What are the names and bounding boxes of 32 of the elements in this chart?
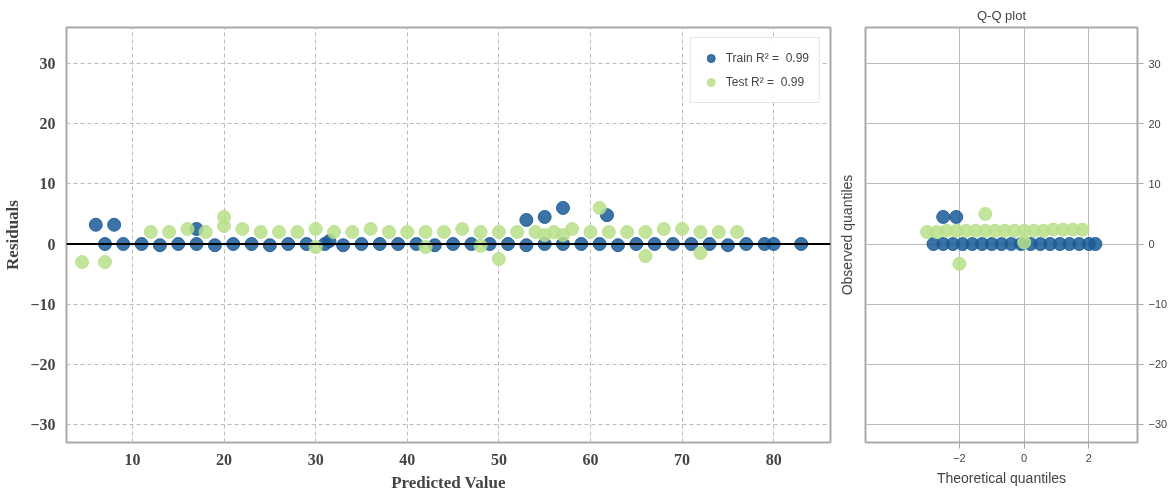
- y-tick-label: 30: [1148, 57, 1161, 70]
- legend-label: Test R² = 0.99: [725, 75, 805, 89]
- y-tick-label: 20: [39, 115, 56, 133]
- y-tick-label: 10: [39, 175, 56, 193]
- y-tick-label: −20: [1148, 358, 1168, 371]
- y-tick-label: −10: [30, 295, 56, 313]
- x-tick-label: 40: [399, 450, 416, 468]
- x-tick-label: 50: [490, 450, 507, 468]
- x-tick-label: 30: [307, 450, 324, 468]
- x-tick-label: 0: [1021, 451, 1028, 464]
- y-tick-label: 30: [39, 55, 56, 73]
- y-axis-title: Observed quantiles: [838, 174, 855, 296]
- x-tick-label: −2: [953, 451, 966, 464]
- y-tick-label: −20: [30, 355, 56, 373]
- x-tick-label: 2: [1085, 451, 1092, 464]
- y-tick-label: 0: [1148, 238, 1155, 251]
- x-axis-title: Theoretical quantiles: [936, 469, 1067, 486]
- y-tick-label: 20: [1148, 117, 1161, 130]
- x-tick-label: 10: [124, 450, 141, 468]
- y-tick-label: −10: [1148, 298, 1168, 311]
- y-tick-label: −30: [1148, 418, 1168, 431]
- chart-title: Q-Q plot: [976, 7, 1027, 23]
- x-tick-label: 80: [765, 450, 782, 468]
- x-tick-label: 60: [582, 450, 599, 468]
- y-tick-label: −30: [30, 415, 56, 433]
- x-tick-label: 70: [674, 450, 691, 468]
- y-tick-label: 10: [1148, 177, 1161, 190]
- x-axis-title: Predicted Value: [391, 472, 507, 492]
- y-tick-label: 0: [47, 235, 56, 253]
- x-tick-label: 20: [216, 450, 233, 468]
- y-axis-title: Residuals: [3, 199, 23, 270]
- legend-label: Train R² = 0.99: [725, 51, 809, 65]
